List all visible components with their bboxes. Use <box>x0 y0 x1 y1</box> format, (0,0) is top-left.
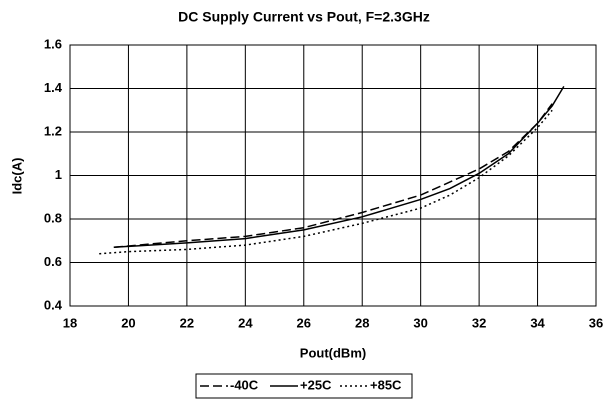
x-tick-label: 18 <box>63 315 77 330</box>
x-tick-label: 30 <box>413 315 427 330</box>
series-line <box>113 85 565 249</box>
y-tick-label: 0.4 <box>44 297 63 312</box>
y-tick-label: 1.2 <box>44 123 62 138</box>
y-axis-label: Idc(A) <box>9 158 24 195</box>
x-tick-label: 36 <box>589 315 603 330</box>
x-axis-label: Pout(dBm) <box>300 345 366 360</box>
y-tick-label: 1.6 <box>44 36 62 51</box>
x-tick-label: 20 <box>121 315 135 330</box>
series-line <box>99 109 553 255</box>
x-tick-label: 26 <box>297 315 311 330</box>
legend-label: +85C <box>370 377 402 392</box>
y-tick-label: 0.6 <box>44 254 62 269</box>
x-tick-label: 28 <box>355 315 369 330</box>
y-tick-label: 1 <box>55 167 62 182</box>
x-tick-label: 32 <box>472 315 486 330</box>
x-tick-label: 22 <box>180 315 194 330</box>
y-tick-label: 1.4 <box>44 80 63 95</box>
plot-frame <box>69 44 597 307</box>
x-tick-label: 24 <box>238 315 253 330</box>
chart-title: DC Supply Current vs Pout, F=2.3GHz <box>178 9 430 25</box>
legend-label: +25C <box>300 377 332 392</box>
legend-box <box>195 373 413 399</box>
series-line <box>113 103 553 249</box>
x-tick-label: 34 <box>530 315 545 330</box>
y-tick-label: 0.8 <box>44 210 62 225</box>
legend-label: -40C <box>230 377 259 392</box>
